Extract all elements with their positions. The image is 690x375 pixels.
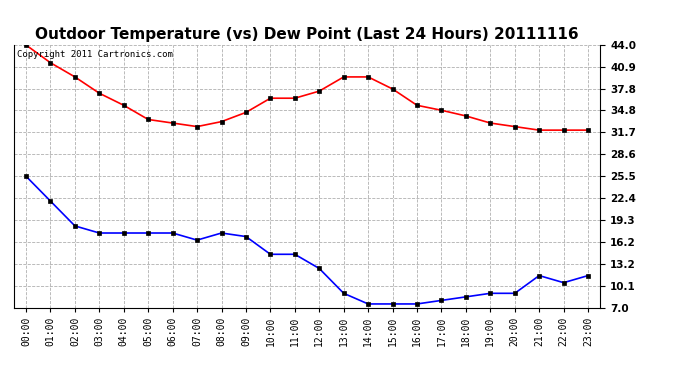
Title: Outdoor Temperature (vs) Dew Point (Last 24 Hours) 20111116: Outdoor Temperature (vs) Dew Point (Last…: [35, 27, 579, 42]
Text: Copyright 2011 Cartronics.com: Copyright 2011 Cartronics.com: [17, 50, 172, 59]
